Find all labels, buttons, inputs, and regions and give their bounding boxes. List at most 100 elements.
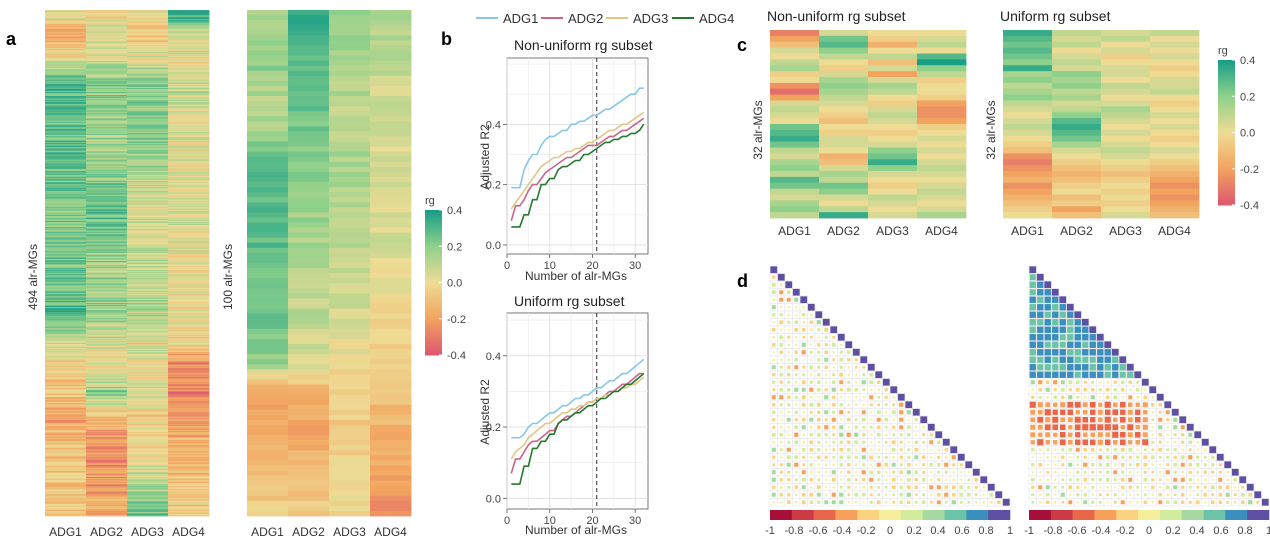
heat-cell bbox=[45, 100, 87, 102]
corr-mark bbox=[1121, 485, 1125, 489]
corr-mark bbox=[1210, 485, 1215, 490]
heat-cell bbox=[1150, 94, 1200, 101]
corr-mark bbox=[771, 290, 776, 295]
heat-cell bbox=[168, 487, 210, 489]
corr-mark bbox=[876, 462, 881, 467]
corr-mark bbox=[786, 290, 791, 295]
heat-cell bbox=[86, 356, 128, 358]
corr-mark bbox=[861, 447, 866, 452]
corr-mark bbox=[1029, 334, 1036, 341]
heat-cell bbox=[168, 234, 210, 236]
heat-cell bbox=[770, 159, 820, 166]
corr-mark bbox=[1151, 411, 1154, 414]
heat-cell bbox=[127, 156, 169, 158]
heat-cell bbox=[45, 298, 87, 301]
heat-cell bbox=[127, 183, 169, 185]
heat-cell bbox=[1101, 77, 1151, 84]
heat-cell bbox=[86, 32, 128, 34]
corr-mark bbox=[1038, 380, 1043, 385]
heat-cell bbox=[86, 509, 128, 512]
heat-cell bbox=[45, 87, 87, 90]
heat-cell bbox=[370, 268, 412, 274]
heat-cell bbox=[168, 295, 210, 298]
x-tick-label: 10 bbox=[544, 515, 556, 527]
heat-cell bbox=[819, 82, 869, 90]
heat-cell bbox=[1101, 176, 1151, 184]
heat-cell bbox=[168, 392, 210, 394]
colorbar-swatch bbox=[425, 258, 442, 262]
corr-mark bbox=[1061, 471, 1064, 474]
heat-cell bbox=[127, 37, 169, 40]
colorbar-swatch bbox=[425, 239, 442, 242]
heat-cell bbox=[45, 53, 87, 55]
corr-mark bbox=[1053, 440, 1058, 445]
heat-cell bbox=[127, 84, 169, 87]
heat-cell bbox=[45, 21, 87, 23]
heat-cell bbox=[86, 222, 128, 224]
heat-cell bbox=[168, 230, 210, 232]
heat-cell bbox=[127, 278, 169, 280]
heat-cell bbox=[247, 242, 289, 249]
heat-cell bbox=[45, 404, 87, 406]
heat-cell bbox=[288, 293, 330, 299]
heat-cell bbox=[127, 355, 169, 357]
heat-cell bbox=[1150, 106, 1200, 113]
corr-mark bbox=[1136, 380, 1140, 384]
colorbar-swatch bbox=[1218, 161, 1235, 165]
heat-cell bbox=[868, 212, 918, 219]
colorbar-swatch bbox=[1218, 176, 1235, 179]
heat-cell bbox=[1052, 106, 1102, 113]
heat-cell bbox=[247, 470, 289, 476]
heat-cell bbox=[1150, 88, 1200, 96]
corr-mark bbox=[1196, 478, 1199, 481]
corr-mark bbox=[959, 500, 963, 504]
heat-cell bbox=[45, 453, 87, 455]
heat-cell bbox=[86, 498, 128, 501]
heat-cell bbox=[247, 96, 289, 102]
heat-cell bbox=[127, 475, 169, 477]
colorbar-swatch bbox=[1218, 166, 1235, 170]
corr-mark bbox=[1105, 455, 1110, 460]
heat-cell bbox=[86, 106, 128, 108]
heat-cell bbox=[127, 364, 169, 366]
heat-cell bbox=[86, 143, 128, 145]
heat-cell bbox=[127, 217, 169, 220]
heat-cell bbox=[127, 494, 169, 496]
corr-mark bbox=[862, 396, 865, 399]
corr-mark bbox=[1083, 410, 1088, 415]
heat-cell bbox=[329, 202, 371, 208]
corr-mark bbox=[1044, 341, 1051, 348]
heat-cell bbox=[168, 78, 210, 81]
heat-cell bbox=[45, 103, 87, 105]
corr-mark bbox=[1143, 410, 1148, 415]
heat-cell bbox=[127, 474, 169, 476]
corr-mark bbox=[1089, 371, 1096, 378]
heat-cell bbox=[168, 456, 210, 459]
colorbar-swatch bbox=[425, 217, 442, 221]
corr-mark bbox=[1076, 501, 1079, 504]
corr-mark bbox=[1068, 388, 1072, 392]
heat-cell bbox=[770, 118, 820, 125]
heat-cell bbox=[127, 267, 169, 269]
corr-mark bbox=[1126, 363, 1134, 371]
heat-cell bbox=[127, 283, 169, 285]
corr-mark bbox=[1104, 401, 1111, 408]
heat-cell bbox=[127, 467, 169, 470]
corr-mark bbox=[1091, 485, 1095, 489]
corr-mark bbox=[1044, 296, 1051, 303]
heat-cell bbox=[1052, 118, 1102, 125]
heat-cell bbox=[86, 514, 128, 517]
heat-cell bbox=[127, 140, 169, 142]
heat-cell bbox=[1052, 112, 1102, 119]
corr-mark bbox=[876, 417, 881, 422]
heat-cell bbox=[45, 510, 87, 513]
heat-cell bbox=[127, 160, 169, 162]
corr-mark bbox=[794, 297, 799, 302]
corr-mark bbox=[832, 440, 836, 444]
corr-mark bbox=[1181, 471, 1184, 474]
heat-cell bbox=[288, 313, 330, 320]
heat-cell bbox=[127, 371, 169, 373]
corr-mark bbox=[1044, 349, 1051, 356]
heat-cell bbox=[370, 30, 412, 36]
heat-cell bbox=[168, 135, 210, 138]
